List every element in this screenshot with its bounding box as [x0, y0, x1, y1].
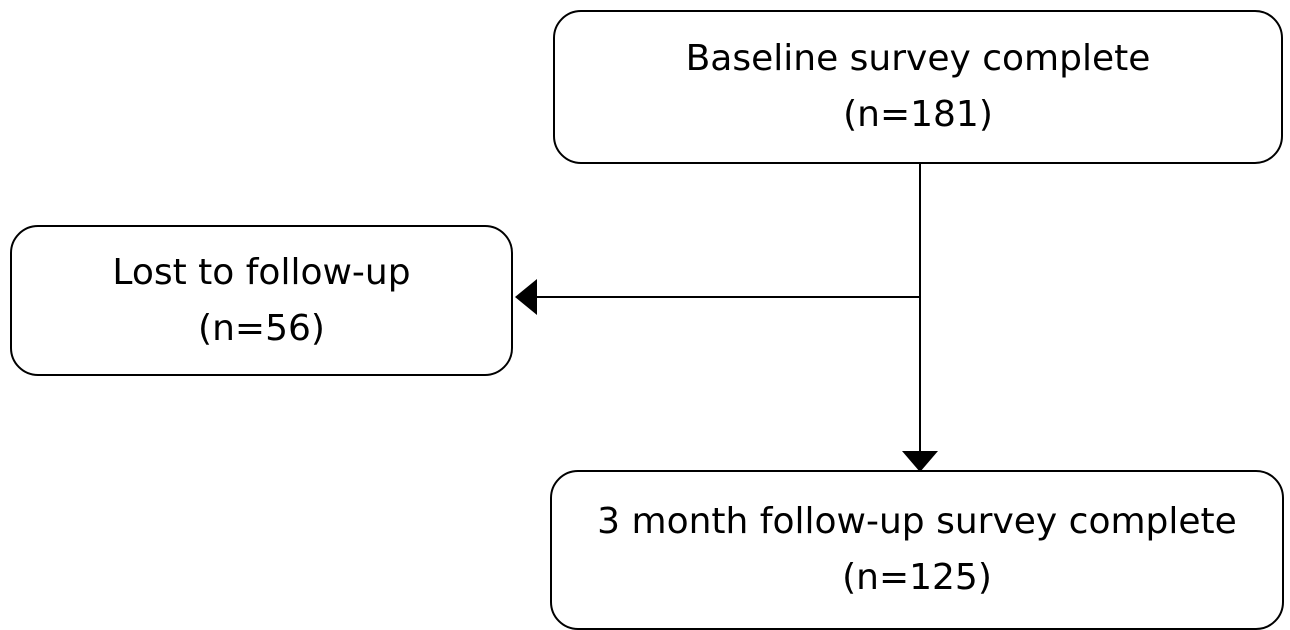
lost-to-follow-up-title: Lost to follow-up — [112, 251, 411, 293]
lost-to-follow-up-box: Lost to follow-up (n=56) — [10, 225, 513, 376]
baseline-survey-title: Baseline survey complete — [685, 38, 1151, 79]
follow-up-survey-title: 3 month follow-up survey complete — [597, 501, 1237, 542]
baseline-survey-box: Baseline survey complete (n=181) — [553, 10, 1283, 164]
arrowhead-left-icon — [515, 279, 537, 315]
arrowhead-down-icon — [902, 451, 938, 472]
follow-up-survey-count: (n=125) — [842, 557, 992, 598]
follow-up-survey-box: 3 month follow-up survey complete (n=125… — [550, 470, 1284, 630]
baseline-survey-count: (n=181) — [843, 94, 993, 135]
lost-to-follow-up-count: (n=56) — [198, 307, 325, 349]
